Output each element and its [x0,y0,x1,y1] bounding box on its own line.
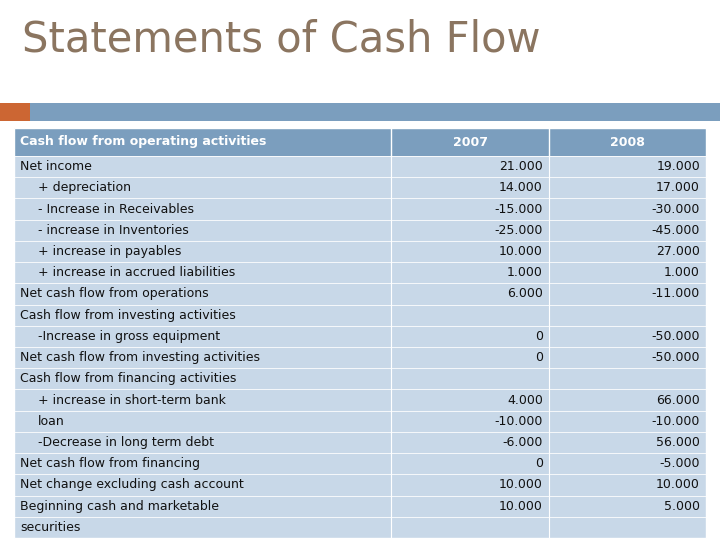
Text: 2008: 2008 [610,136,645,148]
Bar [14,241,706,262]
Text: + increase in payables: + increase in payables [38,245,181,258]
Bar [14,128,706,538]
Bar [14,474,706,496]
Text: loan: loan [38,415,65,428]
Text: 21.000: 21.000 [499,160,543,173]
Text: -11.000: -11.000 [652,287,700,300]
Bar [0,103,30,121]
Text: -50.000: -50.000 [652,351,700,364]
Text: -50.000: -50.000 [652,330,700,343]
Text: Cash flow from investing activities: Cash flow from investing activities [20,309,235,322]
Bar [14,517,706,538]
Text: Cash flow from financing activities: Cash flow from financing activities [20,373,236,386]
Bar [14,284,706,305]
Text: + increase in short-term bank: + increase in short-term bank [38,394,226,407]
Text: Net income: Net income [20,160,92,173]
Text: + depreciation: + depreciation [38,181,131,194]
Bar [14,156,706,177]
Text: -Decrease in long term debt: -Decrease in long term debt [38,436,214,449]
Bar [14,262,706,284]
Text: -15.000: -15.000 [495,202,543,215]
Text: -Increase in gross equipment: -Increase in gross equipment [38,330,220,343]
Bar [14,347,706,368]
Bar [30,103,720,121]
Text: -5.000: -5.000 [660,457,700,470]
Text: 10.000: 10.000 [499,245,543,258]
Text: - Increase in Receivables: - Increase in Receivables [38,202,194,215]
Text: 14.000: 14.000 [499,181,543,194]
Text: 1.000: 1.000 [507,266,543,279]
Text: 10.000: 10.000 [656,478,700,491]
Text: -6.000: -6.000 [503,436,543,449]
Text: 0: 0 [535,330,543,343]
Text: Cash flow from operating activities: Cash flow from operating activities [20,136,266,148]
Text: -45.000: -45.000 [652,224,700,237]
Text: 0: 0 [535,351,543,364]
Text: Beginning cash and marketable: Beginning cash and marketable [20,500,219,512]
Bar [14,410,706,432]
Text: 56.000: 56.000 [656,436,700,449]
Text: 6.000: 6.000 [507,287,543,300]
Text: 19.000: 19.000 [656,160,700,173]
Text: Statements of Cash Flow: Statements of Cash Flow [22,18,541,60]
Bar [14,177,706,198]
Text: -25.000: -25.000 [495,224,543,237]
Text: 2007: 2007 [453,136,487,148]
Text: 1.000: 1.000 [664,266,700,279]
Bar [14,389,706,410]
Text: 5.000: 5.000 [664,500,700,512]
Text: -30.000: -30.000 [652,202,700,215]
Text: 66.000: 66.000 [656,394,700,407]
Text: 4.000: 4.000 [507,394,543,407]
Text: 10.000: 10.000 [499,500,543,512]
Text: 17.000: 17.000 [656,181,700,194]
Text: Net cash flow from investing activities: Net cash flow from investing activities [20,351,260,364]
Text: -10.000: -10.000 [652,415,700,428]
Bar [14,128,706,156]
Text: + increase in accrued liabilities: + increase in accrued liabilities [38,266,235,279]
Text: 27.000: 27.000 [656,245,700,258]
Text: Net cash flow from financing: Net cash flow from financing [20,457,200,470]
Bar [14,326,706,347]
Bar [14,198,706,220]
Bar [14,305,706,326]
Text: - increase in Inventories: - increase in Inventories [38,224,189,237]
Bar [14,496,706,517]
Text: -10.000: -10.000 [495,415,543,428]
Text: securities: securities [20,521,81,534]
Text: 0: 0 [535,457,543,470]
Bar [14,432,706,453]
Text: Net change excluding cash account: Net change excluding cash account [20,478,244,491]
Text: 10.000: 10.000 [499,478,543,491]
Text: Net cash flow from operations: Net cash flow from operations [20,287,209,300]
Bar [14,368,706,389]
Bar [14,453,706,474]
Bar [14,220,706,241]
